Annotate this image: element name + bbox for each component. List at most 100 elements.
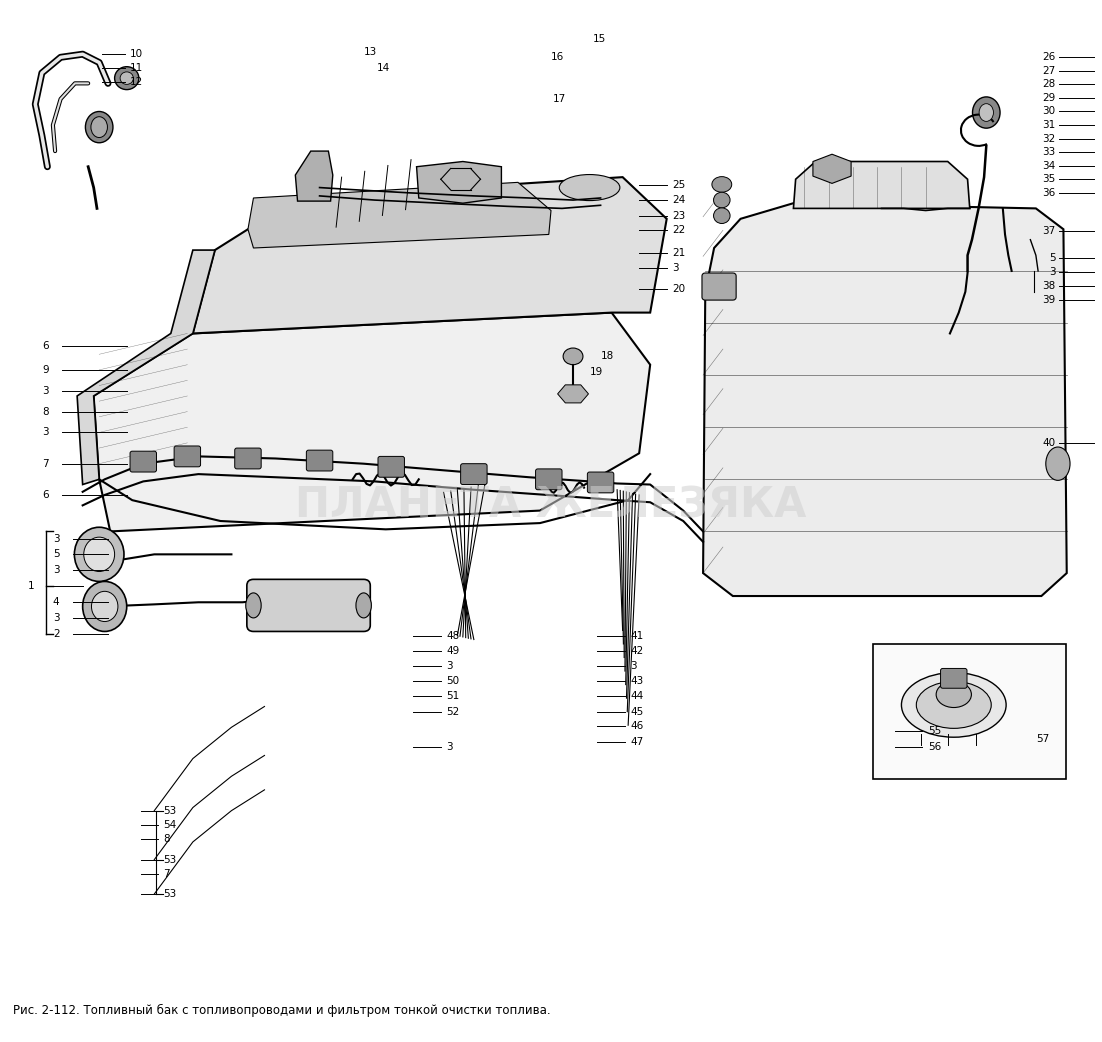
- Text: 30: 30: [1042, 106, 1056, 117]
- Text: 31: 31: [1042, 120, 1056, 130]
- Text: 45: 45: [630, 706, 644, 717]
- Ellipse shape: [83, 581, 127, 631]
- Text: 10: 10: [130, 49, 143, 59]
- Text: 51: 51: [446, 691, 460, 701]
- Polygon shape: [77, 250, 215, 485]
- Text: 3: 3: [446, 661, 453, 671]
- Text: 17: 17: [553, 94, 566, 104]
- Text: 5: 5: [1049, 253, 1056, 264]
- Text: Рис. 2-112. Топливный бак с топливопроводами и фильтром тонкой очистки топлива.: Рис. 2-112. Топливный бак с топливопрово…: [13, 1004, 551, 1017]
- FancyBboxPatch shape: [235, 448, 261, 469]
- Text: 5: 5: [53, 549, 60, 560]
- Text: 24: 24: [672, 195, 685, 205]
- Ellipse shape: [91, 592, 118, 621]
- Text: 7: 7: [42, 458, 48, 469]
- Text: 36: 36: [1042, 188, 1056, 198]
- Text: 21: 21: [672, 248, 685, 258]
- Text: 33: 33: [1042, 147, 1056, 157]
- FancyBboxPatch shape: [306, 450, 333, 471]
- Text: 48: 48: [446, 630, 460, 641]
- Text: 3: 3: [630, 661, 637, 671]
- Text: 3: 3: [42, 427, 48, 438]
- Text: 25: 25: [672, 180, 685, 191]
- Ellipse shape: [901, 673, 1006, 738]
- Ellipse shape: [972, 97, 1000, 128]
- Text: 13: 13: [364, 47, 377, 57]
- Text: 49: 49: [446, 646, 460, 656]
- Text: 43: 43: [630, 676, 644, 687]
- Text: 23: 23: [672, 210, 685, 221]
- Polygon shape: [793, 162, 970, 208]
- Text: 54: 54: [163, 820, 176, 830]
- Text: 3: 3: [1049, 267, 1056, 277]
- Bar: [873, 644, 1066, 779]
- Text: 18: 18: [601, 351, 614, 362]
- Text: 7: 7: [163, 869, 170, 879]
- Text: 3: 3: [672, 263, 679, 273]
- Text: 22: 22: [672, 225, 685, 235]
- Ellipse shape: [85, 111, 112, 143]
- Text: 8: 8: [42, 406, 48, 417]
- Text: 44: 44: [630, 691, 644, 701]
- Polygon shape: [94, 313, 650, 531]
- Ellipse shape: [84, 538, 115, 571]
- Text: 29: 29: [1042, 93, 1056, 103]
- Ellipse shape: [1046, 447, 1070, 480]
- Ellipse shape: [356, 593, 371, 618]
- Polygon shape: [558, 384, 588, 403]
- Polygon shape: [703, 203, 1067, 596]
- Text: 53: 53: [163, 854, 176, 865]
- FancyBboxPatch shape: [247, 579, 370, 631]
- Ellipse shape: [560, 175, 619, 201]
- Ellipse shape: [979, 104, 994, 122]
- Text: 40: 40: [1042, 438, 1056, 448]
- Polygon shape: [248, 182, 551, 248]
- Text: 3: 3: [42, 386, 48, 396]
- Text: 6: 6: [42, 341, 48, 351]
- Polygon shape: [813, 154, 851, 183]
- Text: 12: 12: [130, 77, 143, 88]
- Text: 11: 11: [130, 63, 143, 73]
- Ellipse shape: [246, 593, 261, 618]
- FancyBboxPatch shape: [941, 669, 968, 688]
- Polygon shape: [295, 151, 333, 201]
- Text: 35: 35: [1042, 174, 1056, 184]
- FancyBboxPatch shape: [461, 464, 487, 485]
- Text: 37: 37: [1042, 226, 1056, 237]
- Ellipse shape: [120, 72, 133, 84]
- Text: 14: 14: [377, 63, 390, 73]
- Text: 4: 4: [53, 597, 60, 607]
- Text: 28: 28: [1042, 79, 1056, 90]
- Text: 57: 57: [1036, 734, 1049, 744]
- Text: 26: 26: [1042, 52, 1056, 63]
- Text: 39: 39: [1042, 295, 1056, 305]
- Ellipse shape: [714, 192, 730, 208]
- Text: 41: 41: [630, 630, 644, 641]
- FancyBboxPatch shape: [174, 446, 201, 467]
- Text: 38: 38: [1042, 280, 1056, 291]
- Text: ПЛАНЕТА ЖЕЛЕЗЯКА: ПЛАНЕТА ЖЕЛЕЗЯКА: [295, 485, 807, 526]
- Text: 9: 9: [42, 365, 48, 375]
- Ellipse shape: [563, 348, 583, 365]
- Text: 32: 32: [1042, 133, 1056, 144]
- Text: 15: 15: [593, 33, 606, 44]
- Ellipse shape: [712, 177, 732, 193]
- Ellipse shape: [937, 681, 972, 708]
- Text: 3: 3: [446, 742, 453, 752]
- Text: 6: 6: [42, 490, 48, 500]
- FancyBboxPatch shape: [130, 451, 156, 472]
- Text: 34: 34: [1042, 160, 1056, 171]
- Text: 50: 50: [446, 676, 460, 687]
- Text: 47: 47: [630, 737, 644, 747]
- FancyBboxPatch shape: [536, 469, 562, 490]
- Text: 52: 52: [446, 706, 460, 717]
- Ellipse shape: [90, 117, 107, 138]
- Ellipse shape: [714, 207, 730, 224]
- FancyBboxPatch shape: [378, 456, 404, 477]
- Ellipse shape: [917, 681, 992, 728]
- Text: 46: 46: [630, 721, 644, 731]
- Text: 3: 3: [53, 565, 60, 575]
- Text: 56: 56: [928, 742, 941, 752]
- Polygon shape: [417, 162, 501, 203]
- Text: 3: 3: [53, 534, 60, 544]
